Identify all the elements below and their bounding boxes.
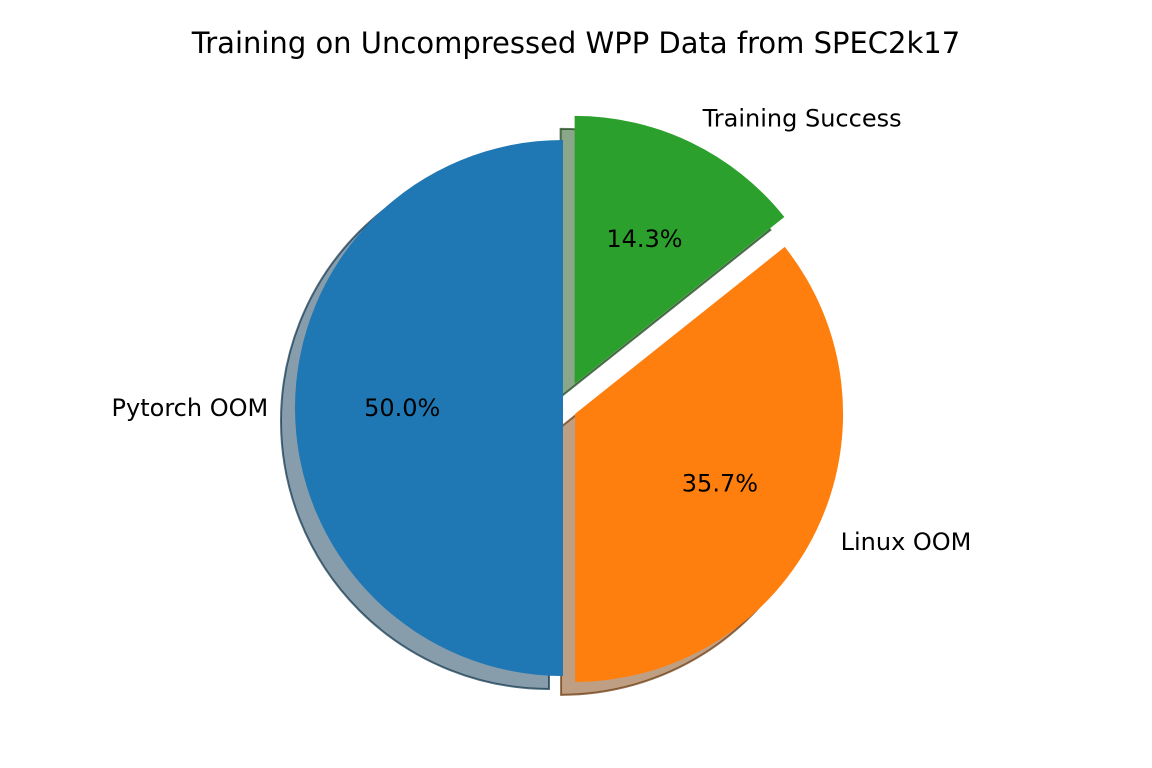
pct-label-pytorch-oom: 50.0% <box>364 394 440 422</box>
pie-labels: 50.0% Pytorch OOM 35.7% Linux OOM 14.3% Train… <box>112 104 972 556</box>
pie-slices <box>295 115 844 682</box>
slice-label-training-success: Training Success <box>702 104 902 132</box>
slice-pytorch-oom <box>295 140 563 676</box>
chart-title: Training on Uncompressed WPP Data from S… <box>191 26 961 60</box>
pct-label-linux-oom: 35.7% <box>682 470 758 498</box>
slice-linux-oom <box>575 246 844 682</box>
pct-label-training-success: 14.3% <box>606 225 682 253</box>
slice-label-pytorch-oom: Pytorch OOM <box>112 394 269 422</box>
slice-label-linux-oom: Linux OOM <box>841 528 972 556</box>
slice-training-success <box>574 115 785 384</box>
